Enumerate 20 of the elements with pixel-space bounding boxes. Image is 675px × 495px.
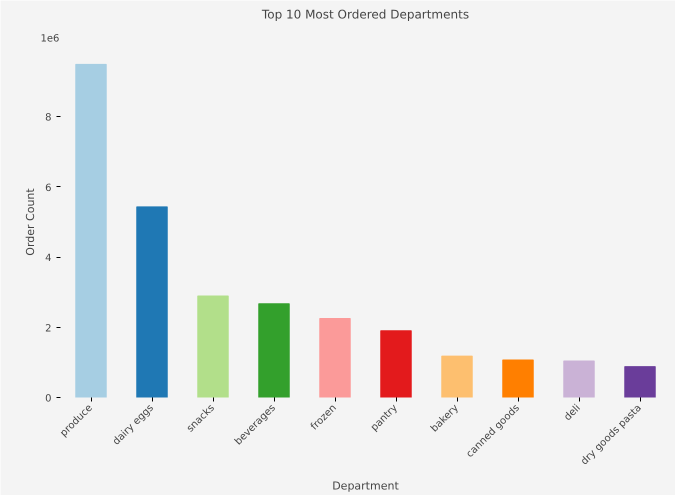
bar [136, 206, 168, 398]
bar [441, 356, 473, 398]
y-tick-label: 6 [45, 182, 52, 194]
bar [380, 330, 412, 398]
y-axis-title: Order Count [24, 188, 38, 256]
x-tick-label: deli [562, 402, 583, 424]
y-tick-label: 0 [45, 394, 52, 404]
y-tick-label: 4 [45, 253, 52, 264]
bar [75, 64, 107, 398]
chart-title: Top 10 Most Ordered Departments [260, 8, 470, 22]
bar [563, 360, 595, 398]
bar [624, 366, 656, 398]
y-tick-label: 8 [45, 112, 52, 124]
bar [197, 296, 229, 398]
bar [502, 359, 534, 398]
bar [319, 318, 351, 398]
x-axis-title: Department [332, 479, 400, 492]
text: 1e6 [40, 34, 60, 44]
y-tick-label: 2 [45, 323, 52, 334]
bar [258, 303, 290, 398]
